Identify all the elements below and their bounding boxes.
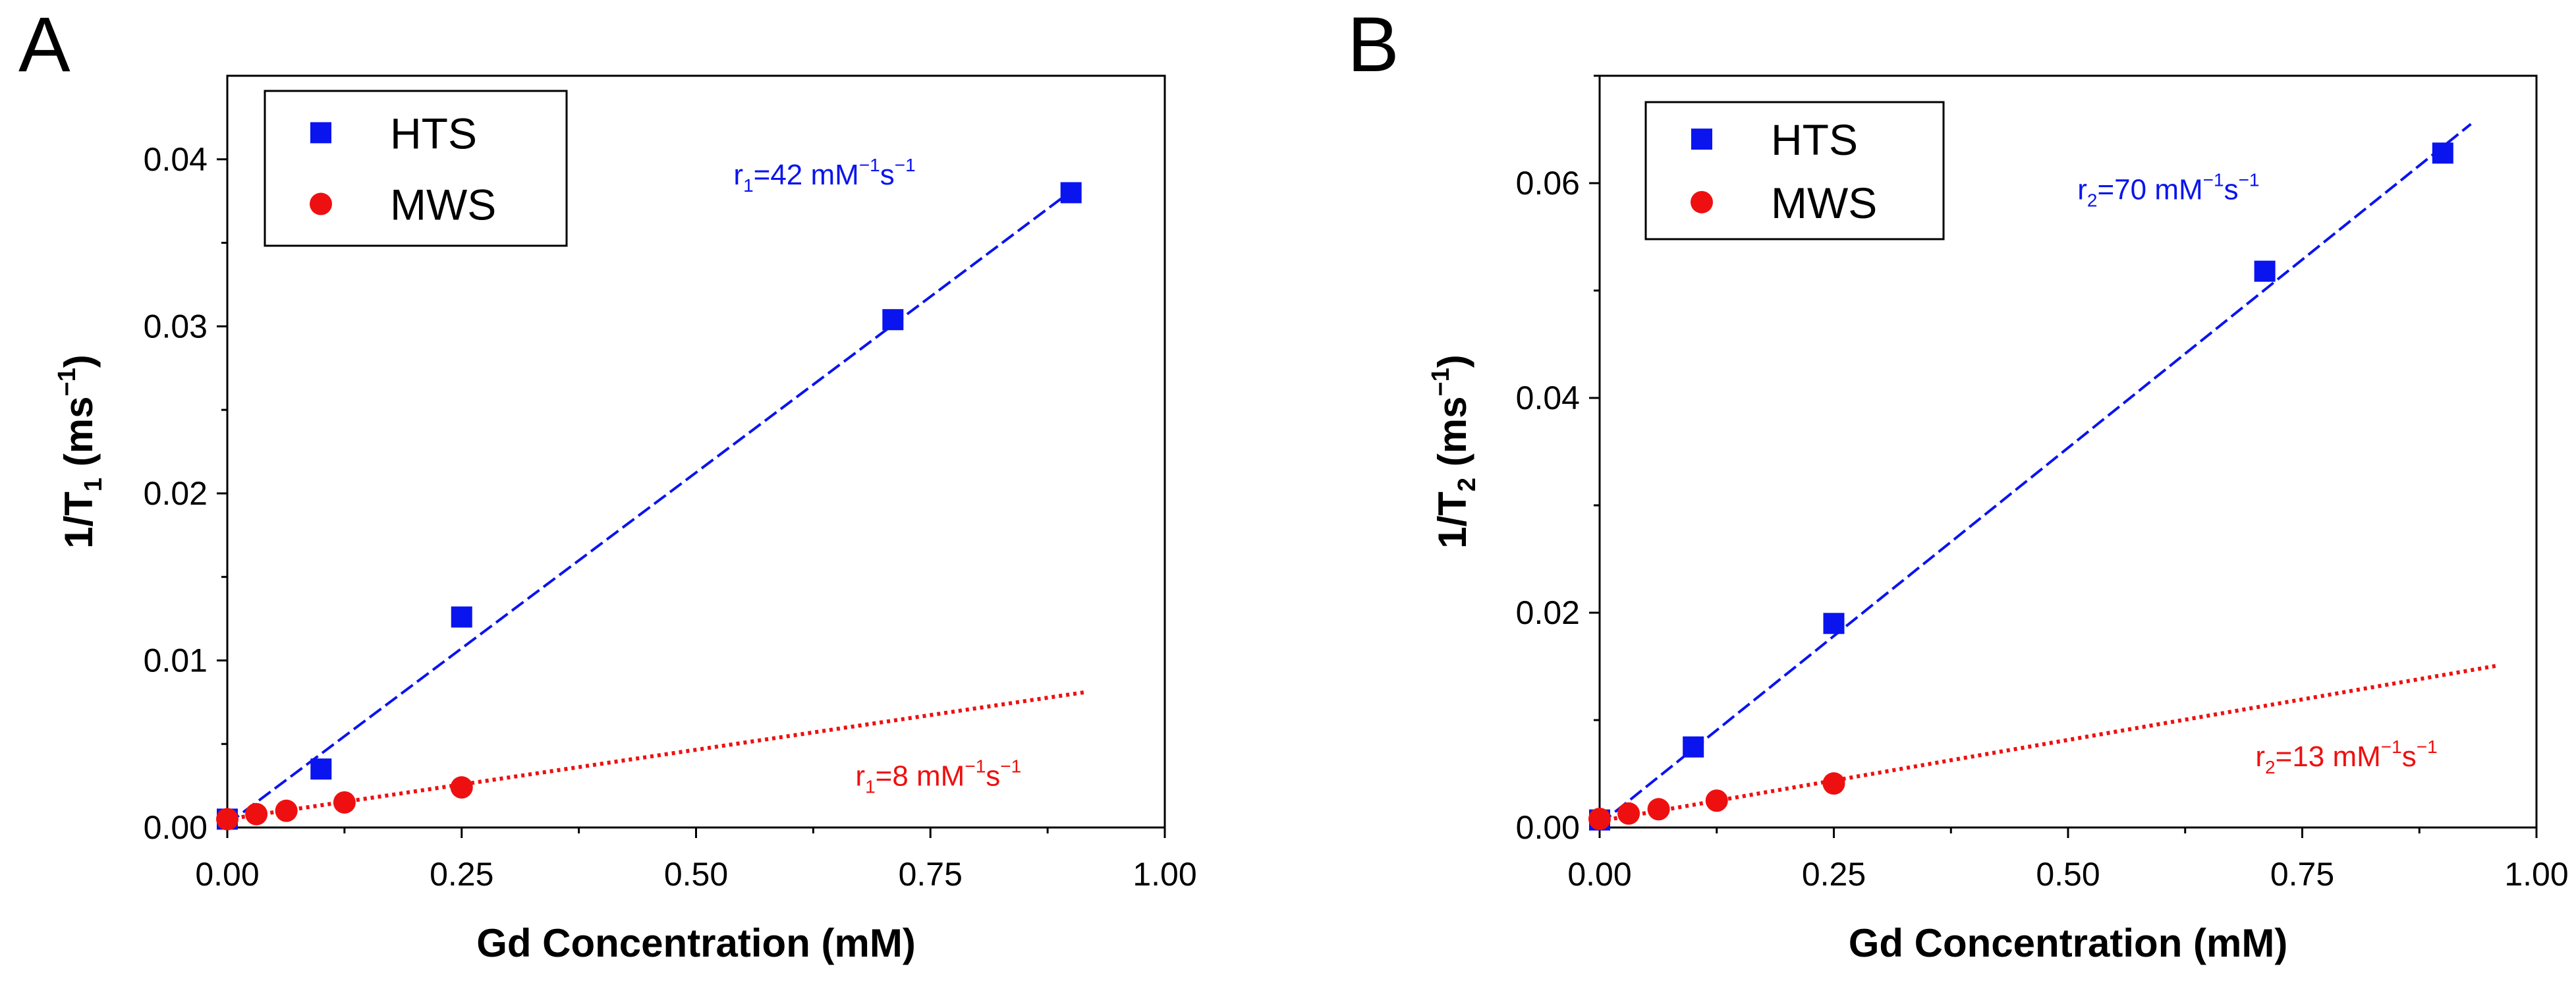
data-point-hts: [882, 309, 904, 331]
data-point-hts: [2432, 142, 2453, 164]
relaxivity-annotation: r1=8 mM−1s−1: [855, 756, 1021, 797]
data-point-mws: [216, 808, 238, 831]
relaxivity-annotation: r2=70 mM−1s−1: [2077, 169, 2259, 210]
x-axis-label: Gd Concentration (mM): [1849, 921, 2288, 965]
data-point-hts: [451, 606, 472, 628]
y-tick-label: 0.00: [1516, 809, 1580, 846]
fit-line-hts: [1598, 123, 2472, 826]
y-label-main: 1/T: [57, 491, 101, 549]
y-tick-label: 0.02: [144, 475, 208, 512]
fit-line-hts: [226, 186, 1077, 826]
legend-marker-hts: [310, 122, 331, 144]
y-tick-label: 0.02: [1516, 594, 1580, 631]
annotation-superscript: −1: [2239, 169, 2260, 190]
data-point-mws: [1617, 802, 1640, 825]
annotation-value: =70 mM: [2097, 173, 2202, 206]
x-tick-label: 0.25: [430, 856, 493, 893]
annotation-superscript: −1: [965, 756, 986, 777]
data-point-mws: [333, 791, 356, 814]
legend-label: MWS: [390, 181, 496, 229]
y-label-superscript: −1: [1427, 368, 1455, 396]
data-point-mws: [1705, 789, 1728, 812]
y-axis-label: 1/T1 (ms−1): [53, 354, 107, 549]
x-tick-label: 0.00: [195, 856, 259, 893]
annotation-subscript: 1: [743, 175, 754, 196]
y-label-close: ): [1430, 354, 1474, 368]
relaxivity-annotation: r2=13 mM−1s−1: [2255, 737, 2437, 777]
annotation-superscript: −1: [1000, 756, 1021, 777]
data-point-mws: [245, 802, 268, 826]
annotation-subscript: 2: [2087, 190, 2098, 210]
legend: HTS MWS: [264, 90, 568, 247]
annotation-superscript: −1: [895, 155, 916, 175]
y-label-subscript: 1: [80, 478, 107, 491]
legend-marker-mws: [1691, 190, 1713, 213]
y-axis-label: 1/T2 (ms−1): [1427, 354, 1481, 549]
legend-marker-mws: [310, 192, 332, 215]
y-tick-label: 0.03: [144, 308, 208, 345]
data-point-mws: [1647, 798, 1670, 821]
x-tick-label: 0.25: [1802, 856, 1866, 893]
data-point-hts: [2254, 260, 2276, 282]
legend-label: MWS: [1771, 179, 1877, 227]
annotation-superscript: −1: [859, 155, 880, 175]
x-tick-label: 0.00: [1567, 856, 1631, 893]
legend-label: HTS: [390, 109, 477, 157]
legend-marker-hts: [1691, 128, 1712, 150]
y-label-main: 1/T: [1430, 491, 1474, 549]
legend: HTS MWS: [1644, 101, 1945, 240]
panel-label: B: [1347, 1, 1399, 88]
data-point-hts: [1823, 613, 1845, 634]
y-tick-label: 0.04: [144, 141, 208, 178]
annotation-superscript: −1: [2381, 737, 2402, 757]
annotation-value: =8 mM: [876, 760, 965, 793]
x-tick-label: 0.50: [664, 856, 728, 893]
annotation-s: s: [2224, 173, 2239, 206]
annotation-subscript: 2: [2265, 757, 2276, 777]
annotation-value: =42 mM: [754, 159, 859, 191]
y-tick-label: 0.00: [144, 809, 208, 846]
panel-label: A: [18, 1, 70, 88]
data-point-hts: [1683, 736, 1704, 758]
y-tick-label: 0.01: [144, 642, 208, 679]
x-axis-label: Gd Concentration (mM): [476, 921, 916, 965]
data-point-mws: [450, 776, 473, 799]
x-tick-label: 0.75: [899, 856, 963, 893]
y-label-close: ): [57, 354, 101, 368]
x-tick-label: 1.00: [1133, 856, 1196, 893]
legend-box: [1644, 101, 1945, 240]
data-point-mws: [1588, 807, 1611, 830]
relaxivity-annotation: r1=42 mM−1s−1: [733, 155, 915, 196]
legend-box: [264, 90, 568, 247]
annotation-r: r: [855, 760, 865, 793]
annotation-superscript: −1: [2203, 169, 2224, 190]
annotation-r: r: [2077, 173, 2087, 206]
x-tick-label: 0.50: [2036, 856, 2100, 893]
annotation-r: r: [733, 159, 743, 191]
y-tick-label: 0.04: [1516, 379, 1580, 416]
data-point-hts: [1060, 182, 1082, 204]
annotation-s: s: [986, 760, 1000, 793]
x-tick-label: 0.75: [2270, 856, 2334, 893]
annotation-r: r: [2255, 741, 2265, 773]
y-label-unit: (ms: [1430, 397, 1474, 478]
annotation-s: s: [880, 159, 895, 191]
y-label-subscript: 2: [1453, 478, 1481, 491]
annotation-s: s: [2402, 741, 2417, 773]
x-tick-label: 1.00: [2504, 856, 2568, 893]
annotation-superscript: −1: [2417, 737, 2438, 757]
y-label-superscript: −1: [53, 368, 81, 396]
fit-line-mws: [227, 690, 1086, 822]
annotation-value: =13 mM: [2276, 741, 2381, 773]
y-label-unit: (ms: [57, 397, 101, 478]
data-point-hts: [310, 758, 332, 780]
annotation-subscript: 1: [865, 777, 876, 797]
panel-a: A 0.00 0.25 0.50 0.75 1.00 0.00 0.01 0.02 0.03 0.0…: [18, 1, 1197, 965]
y-tick-label: 0.06: [1516, 165, 1580, 202]
data-point-mws: [1822, 772, 1845, 795]
panel-b: B 0.00 0.25 0.50 0.75 1.00 0.00 0.02 0.04 0.06 Gd …: [1347, 1, 2569, 965]
legend-label: HTS: [1771, 115, 1858, 164]
data-point-mws: [275, 799, 298, 822]
